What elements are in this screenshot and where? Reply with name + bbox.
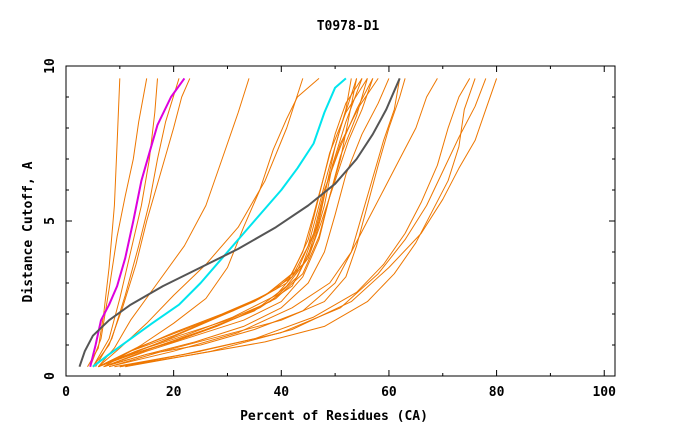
x-tick-label: 60: [381, 385, 397, 400]
series-line-25: [119, 78, 487, 368]
series-line-6: [97, 78, 250, 368]
y-axis: 0 5 10: [43, 58, 615, 380]
chart-title: T0978-D1: [317, 19, 380, 34]
x-tick-label: 40: [273, 385, 289, 400]
y-axis-label: Distance Cutoff, A: [21, 161, 36, 302]
series-line-22: [108, 78, 438, 368]
series-line-14: [98, 78, 363, 368]
series-line-20: [103, 78, 401, 368]
y-tick-label: 0: [43, 372, 58, 380]
series-line-15: [103, 78, 368, 368]
series-line-4: [92, 78, 191, 367]
x-axis: 0 20 40 60 80 100: [62, 66, 616, 400]
y-tick-label: 10: [43, 58, 58, 74]
series-line-21: [108, 78, 406, 368]
plot-frame: [65, 65, 616, 377]
series-line-27: [89, 77, 186, 367]
series-line-5: [95, 78, 180, 367]
x-tick-label: 20: [166, 385, 182, 400]
series-line-29: [78, 78, 401, 368]
series-line-24: [119, 78, 476, 368]
x-axis-label: Percent of Residues (CA): [240, 409, 428, 424]
series-line-2: [89, 78, 148, 367]
series-line-8: [103, 78, 320, 368]
series-line-1: [87, 78, 121, 367]
x-tick-label: 100: [592, 385, 616, 400]
series-line-26: [125, 78, 498, 368]
y-tick-label: 5: [43, 217, 58, 225]
x-tick-label: 80: [489, 385, 505, 400]
series-line-17: [103, 78, 390, 368]
plot-lines: [78, 77, 498, 368]
series-line-13: [98, 78, 352, 368]
x-tick-label: 0: [62, 385, 70, 400]
series-line-18: [103, 78, 374, 368]
series-line-19: [98, 78, 358, 368]
series-line-16: [98, 78, 379, 368]
series-line-28: [92, 77, 347, 368]
series-line-3: [92, 78, 158, 367]
